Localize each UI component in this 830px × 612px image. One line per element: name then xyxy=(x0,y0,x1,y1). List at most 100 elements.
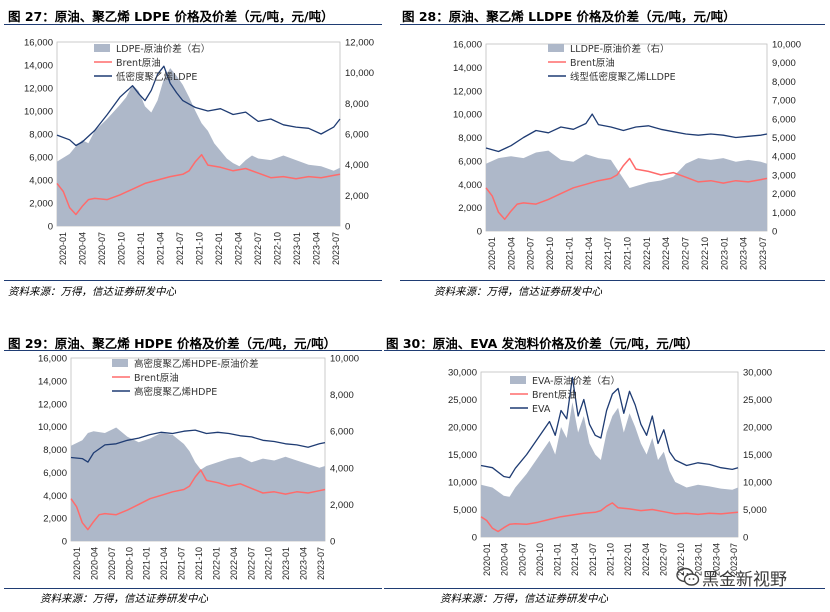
y-right-tick-label: 12,000 xyxy=(345,38,374,49)
figure-title-27: 图 27：原油、聚乙烯 LDPE 价格及价差（元/吨，元/吨） xyxy=(8,9,334,24)
x-tick-label: 2020-07 xyxy=(526,237,536,270)
y-left-tick-label: 2,000 xyxy=(43,514,67,525)
x-tick-label: 2021-04 xyxy=(159,547,169,580)
x-tick-label: 2021-01 xyxy=(553,543,563,576)
x-tick-label: 2023-04 xyxy=(312,232,322,265)
x-tick-label: 2022-10 xyxy=(676,543,686,576)
y-left-tick-label: 4,000 xyxy=(458,180,482,191)
x-tick-label: 2022-07 xyxy=(658,543,668,576)
x-tick-label: 2022-07 xyxy=(246,547,256,580)
y-right-tick-label: 2,000 xyxy=(330,500,354,511)
series-spread-area xyxy=(57,68,340,226)
x-tick-label: 2022-01 xyxy=(623,543,633,576)
y-right-tick-label: 7,000 xyxy=(772,96,796,107)
y-right-tick-label: 0 xyxy=(330,537,335,548)
source-rule-30 xyxy=(384,588,825,589)
y-left-tick-label: 4,000 xyxy=(43,491,67,502)
x-tick-label: 2023-07 xyxy=(331,232,341,265)
x-tick-label: 2022-07 xyxy=(253,232,263,265)
x-tick-label: 2021-04 xyxy=(584,237,594,270)
y-right-tick-label: 20,000 xyxy=(743,423,772,434)
legend-label: EVA-原油价差（右） xyxy=(532,375,620,387)
y-left-tick-label: 8,000 xyxy=(458,133,482,144)
series-brent-line xyxy=(480,502,739,533)
series-spread-area xyxy=(71,427,325,541)
source-note-29: 资料来源：万得，信达证券研发中心 xyxy=(40,593,208,605)
x-tick-label: 2023-07 xyxy=(729,543,739,576)
y-left-tick-label: 6,000 xyxy=(29,153,53,164)
source-note-28: 资料来源：万得，信达证券研发中心 xyxy=(434,286,602,298)
series-brent-line xyxy=(56,153,341,216)
x-tick-label: 2021-04 xyxy=(156,232,166,265)
y-right-tick-label: 0 xyxy=(743,533,748,544)
x-tick-label: 2022-01 xyxy=(642,237,652,270)
y-left-tick-label: 12,000 xyxy=(24,84,53,95)
x-tick-label: 2020-07 xyxy=(97,232,107,265)
x-tick-label: 2022-04 xyxy=(229,547,239,580)
y-left-tick-label: 8,000 xyxy=(29,130,53,141)
legend-label: 高密度聚乙烯HDPE xyxy=(134,386,217,398)
legend-swatch-spread xyxy=(510,376,526,384)
y-right-tick-label: 5,000 xyxy=(743,505,767,516)
source-rule-29 xyxy=(4,588,382,589)
series-brent-line xyxy=(70,469,326,531)
y-left-tick-label: 8,000 xyxy=(43,445,67,456)
x-tick-label: 2020-01 xyxy=(72,547,82,580)
legend-label: Brent原油 xyxy=(532,389,577,401)
y-left-tick-label: 4,000 xyxy=(29,176,53,187)
y-right-tick-label: 4,000 xyxy=(330,463,354,474)
x-tick-label: 2022-07 xyxy=(681,237,691,270)
x-tick-label: 2022-04 xyxy=(641,543,651,576)
x-tick-label: 2021-01 xyxy=(564,237,574,270)
x-tick-label: 2023-01 xyxy=(281,547,291,580)
y-left-tick-label: 5,000 xyxy=(453,505,477,516)
y-left-tick-label: 16,000 xyxy=(24,38,53,49)
y-right-tick-label: 3,000 xyxy=(772,170,796,181)
legend-swatch-spread xyxy=(112,359,128,367)
y-right-tick-label: 1,000 xyxy=(772,208,796,219)
chart-28: 16,000 14,000 12,000 10,000 8,000 6,000 4,000 2… xyxy=(453,40,801,271)
y-left-tick-label: 14,000 xyxy=(453,63,482,74)
y-left-tick-label: 16,000 xyxy=(38,354,67,365)
source-rule-28 xyxy=(400,280,825,281)
y-left-tick-label: 12,000 xyxy=(38,399,67,410)
y-left-tick-label: 16,000 xyxy=(453,40,482,51)
legend-label: 高密度聚乙烯HDPE-原油价差 xyxy=(134,358,259,370)
legend-label: LLDPE-原油价差（右） xyxy=(570,43,670,55)
x-tick-label: 2023-01 xyxy=(719,237,729,270)
x-tick-label: 2022-04 xyxy=(234,232,244,265)
x-tick-label: 2020-10 xyxy=(535,543,545,576)
chart-27: 16,000 14,000 12,000 10,000 8,000 6,000 4,000 2… xyxy=(24,38,374,266)
x-tick-label: 2021-10 xyxy=(606,543,616,576)
y-right-tick-label: 4,000 xyxy=(345,160,369,171)
y-right-tick-label: 0 xyxy=(772,227,777,238)
x-tick-label: 2021-10 xyxy=(194,547,204,580)
y-left-tick-label: 10,000 xyxy=(24,107,53,118)
y-right-tick-label: 2,000 xyxy=(345,191,369,202)
y-left-tick-label: 12,000 xyxy=(453,86,482,97)
y-right-tick-label: 10,000 xyxy=(772,40,801,51)
legend-label: Brent原油 xyxy=(134,372,179,384)
y-left-tick-label: 0 xyxy=(477,227,482,238)
y-right-tick-label: 25,000 xyxy=(743,395,772,406)
figure-title-30: 图 30：原油、EVA 发泡料价格及价差（元/吨，元/吨） xyxy=(386,336,699,351)
x-tick-label: 2021-10 xyxy=(195,232,205,265)
source-note-30: 资料来源：万得，信达证券研发中心 xyxy=(440,593,608,605)
series-product-line xyxy=(485,113,768,153)
wechat-icon xyxy=(676,567,700,586)
y-right-tick-label: 2,000 xyxy=(772,189,796,200)
x-tick-label: 2020-04 xyxy=(78,232,88,265)
y-left-tick-label: 30,000 xyxy=(448,368,477,379)
y-left-tick-label: 10,000 xyxy=(38,422,67,433)
y-left-tick-label: 15,000 xyxy=(448,450,477,461)
series-product-line xyxy=(56,65,341,147)
y-right-tick-label: 8,000 xyxy=(345,99,369,110)
x-tick-label: 2020-10 xyxy=(117,232,127,265)
x-tick-label: 2021-07 xyxy=(175,232,185,265)
title-rule-30 xyxy=(384,350,825,351)
legend-label: LDPE-原油价差（右） xyxy=(116,43,210,55)
title-rule-29 xyxy=(4,350,382,351)
x-tick-label: 2022-10 xyxy=(273,232,283,265)
x-tick-label: 2023-01 xyxy=(694,543,704,576)
y-left-tick-label: 10,000 xyxy=(448,478,477,489)
